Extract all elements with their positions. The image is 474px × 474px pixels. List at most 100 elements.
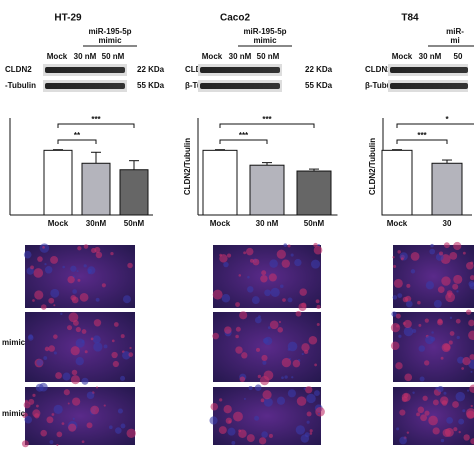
- stain: [455, 391, 466, 402]
- stain: [231, 440, 236, 445]
- treatment: mimic: [253, 36, 277, 45]
- stain: [276, 396, 286, 405]
- y-axis-label: CLDN2/Tubulin: [183, 138, 192, 195]
- stain: [212, 332, 219, 340]
- stain: [406, 283, 411, 288]
- stain: [209, 416, 218, 425]
- lane-label: Mock: [202, 52, 223, 61]
- treatment: miR-195-5p: [243, 27, 286, 36]
- stain: [120, 375, 126, 381]
- bar: [119, 169, 149, 216]
- stain: [303, 387, 306, 390]
- stain: [92, 335, 101, 344]
- stain: [390, 341, 400, 351]
- stain: [263, 370, 274, 381]
- stain: [90, 405, 100, 415]
- stain: [469, 354, 474, 360]
- stain: [462, 409, 466, 413]
- stain: [53, 334, 58, 339]
- stain: [282, 298, 286, 302]
- stain: [456, 290, 459, 293]
- stain: [399, 436, 407, 445]
- stain: [30, 265, 34, 270]
- stain: [419, 376, 425, 382]
- micrograph: [25, 387, 135, 445]
- stain: [448, 340, 453, 345]
- significance: ***: [262, 115, 272, 124]
- stain: [226, 253, 232, 258]
- stain: [446, 290, 453, 297]
- stain: [51, 413, 55, 416]
- blot-title: HT-29: [54, 13, 82, 24]
- stain: [468, 319, 474, 327]
- stain: [391, 311, 397, 317]
- stain: [251, 296, 260, 304]
- stain: [268, 273, 277, 282]
- stain: [84, 350, 88, 354]
- band-name: β-Tubulin: [365, 81, 401, 90]
- stain: [453, 274, 463, 284]
- stain: [456, 335, 460, 340]
- stain: [210, 402, 219, 411]
- stain: [301, 343, 310, 352]
- band: [45, 67, 125, 73]
- stain: [443, 242, 450, 249]
- bar: [431, 162, 463, 216]
- treatment: miR-195-5p: [88, 27, 131, 36]
- stain: [91, 247, 97, 254]
- stain: [115, 427, 122, 434]
- stain: [50, 288, 60, 298]
- stain: [86, 391, 95, 400]
- stain: [81, 440, 85, 444]
- image-label: mimic: [2, 409, 26, 418]
- stain: [287, 297, 293, 303]
- stain: [260, 398, 265, 403]
- stain: [72, 397, 81, 406]
- stain: [390, 322, 401, 333]
- stain: [396, 427, 400, 431]
- stain: [61, 422, 65, 425]
- stain: [397, 250, 401, 254]
- stain: [403, 326, 414, 337]
- stain: [53, 351, 57, 355]
- stain: [35, 404, 39, 408]
- stain: [424, 360, 430, 366]
- significance: ***: [91, 115, 101, 124]
- stain: [127, 262, 133, 269]
- stain: [262, 337, 269, 344]
- stain: [95, 297, 100, 302]
- stain: [292, 359, 301, 368]
- stain: [412, 391, 415, 394]
- stain: [247, 286, 254, 293]
- significance: ***: [239, 131, 249, 140]
- stain: [402, 321, 406, 325]
- stain: [278, 320, 282, 324]
- stain: [50, 255, 59, 264]
- stain: [55, 372, 62, 379]
- stain: [261, 270, 267, 276]
- stain: [24, 399, 28, 403]
- stain: [221, 294, 231, 303]
- stain: [34, 290, 44, 300]
- significance: **: [74, 131, 81, 140]
- stain: [258, 315, 261, 319]
- stain: [81, 377, 89, 385]
- stain: [67, 275, 75, 284]
- stain: [44, 263, 47, 266]
- stain: [71, 296, 79, 304]
- stain: [281, 376, 284, 380]
- stain: [281, 357, 292, 368]
- sig-bracket: [219, 123, 315, 128]
- stain: [259, 437, 267, 445]
- stain: [72, 417, 75, 420]
- stain: [252, 258, 260, 266]
- lane-label: 50 nM: [102, 52, 125, 61]
- stain: [417, 406, 425, 414]
- band-size: 22 KDa: [305, 65, 333, 74]
- stain: [233, 411, 243, 422]
- stain: [248, 386, 253, 391]
- stain: [212, 289, 223, 300]
- stain: [392, 256, 395, 259]
- stain: [443, 391, 447, 395]
- stain: [401, 392, 411, 402]
